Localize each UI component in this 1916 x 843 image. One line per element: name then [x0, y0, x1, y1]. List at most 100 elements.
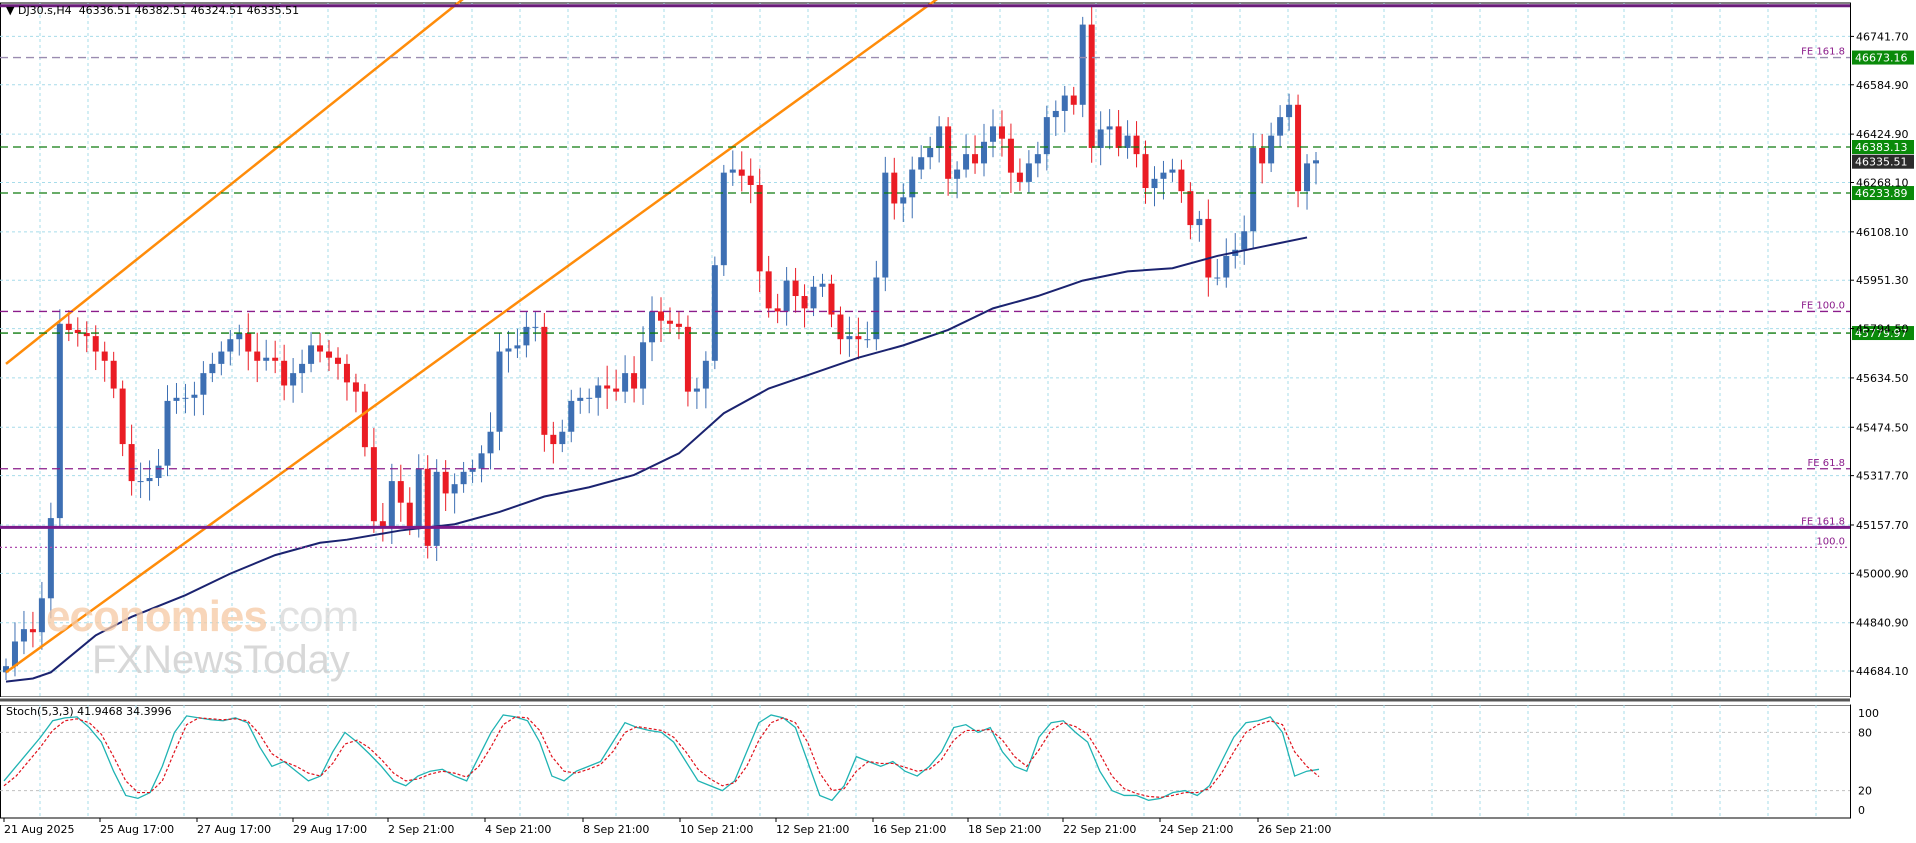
level-label: FE 61.8 [1807, 458, 1845, 469]
candle-body [352, 382, 359, 392]
candle-body [586, 397, 593, 399]
candle-body [451, 484, 458, 494]
channel-line [5, 0, 464, 365]
candle-body [568, 400, 575, 432]
y-tick-label: 45794.50 [1856, 323, 1909, 336]
candle-body [92, 336, 99, 352]
candle-body [846, 336, 853, 340]
y-tick-label: 45000.90 [1856, 567, 1909, 580]
candle-body [1052, 110, 1059, 118]
candle-body [729, 169, 736, 173]
candle-body [101, 351, 108, 361]
y-tick-label: 45317.70 [1856, 470, 1909, 483]
level-badge-text: 46673.16 [1855, 52, 1908, 65]
candle-body [972, 154, 979, 164]
y-tick-label: 45157.70 [1856, 519, 1909, 532]
level-label: FE 161.8 [1801, 516, 1845, 527]
candle-body [415, 468, 422, 528]
x-tick-label: 21 Aug 2025 [4, 823, 74, 836]
moving-average-line [5, 236, 1308, 683]
y-tick-label: 46268.10 [1856, 176, 1909, 189]
candle-body [137, 481, 144, 483]
candle-body [595, 385, 602, 398]
candle-body [1250, 147, 1257, 232]
candle-body [810, 286, 817, 309]
candle-body [711, 265, 718, 361]
candle-body [1178, 169, 1185, 192]
level-badge-text: 46383.13 [1855, 141, 1908, 154]
y-tick-label: 46584.90 [1856, 79, 1909, 92]
candle-body [317, 345, 324, 352]
candle-body [200, 373, 207, 395]
candle-body [1313, 160, 1319, 164]
candle-body [998, 126, 1005, 139]
candle-body [236, 333, 243, 340]
y-tick-label: 46741.70 [1856, 30, 1909, 43]
x-tick-label: 18 Sep 21:00 [968, 823, 1041, 836]
dropdown-triangle-icon[interactable]: ▼ [6, 4, 15, 17]
candle-body [460, 471, 467, 485]
candle-body [1286, 104, 1293, 118]
x-tick-label: 10 Sep 21:00 [680, 823, 753, 836]
candle-body [65, 323, 72, 330]
stoch-k-line [3, 714, 1320, 802]
level-badge [1852, 326, 1914, 341]
candle-body [684, 326, 691, 392]
candle-body [783, 280, 790, 312]
x-tick-label: 8 Sep 21:00 [583, 823, 649, 836]
candle-body [604, 385, 611, 389]
candle-body [945, 126, 952, 179]
candle-body [631, 373, 638, 389]
candle-body [209, 363, 216, 374]
level-badge-text: 45779.97 [1855, 327, 1908, 340]
stoch-d-line [3, 716, 1320, 798]
candle-body [1151, 178, 1158, 189]
candle-body [388, 481, 395, 528]
candle-body [1097, 129, 1104, 148]
candle-body [1124, 135, 1131, 148]
candle-body [110, 360, 117, 389]
candle-body [191, 394, 198, 398]
x-tick-label: 4 Sep 21:00 [485, 823, 551, 836]
candle-body [1187, 191, 1194, 226]
candle-body [918, 157, 925, 170]
level-badge [1852, 186, 1914, 201]
candle-body [1304, 163, 1311, 192]
level-badge-text: 46335.51 [1855, 156, 1908, 169]
candle-body [1259, 147, 1266, 164]
candle-body [855, 336, 862, 340]
candle-body [1070, 95, 1077, 105]
candle-body [720, 172, 727, 266]
candle-body [1016, 172, 1023, 182]
ohlc-values: 46336.51 46382.51 46324.51 46335.51 [78, 4, 300, 17]
level-label: FE 161.8 [1801, 47, 1845, 58]
candle-body [514, 345, 521, 349]
candle-body [47, 518, 54, 599]
candle-body [1133, 135, 1140, 155]
candle-body [963, 154, 970, 170]
candle-body [675, 323, 682, 327]
candle-body [693, 388, 700, 392]
candle-body [1295, 104, 1302, 192]
candle-body [1268, 135, 1275, 164]
candle-body [263, 357, 270, 361]
candle-body [20, 629, 27, 642]
level-badge [1852, 154, 1914, 169]
candle-body [1061, 95, 1068, 111]
level-label: 100.0 [1816, 536, 1845, 547]
y-tick-label: 44840.90 [1856, 617, 1909, 630]
candle-body [1241, 231, 1248, 250]
candle-body [523, 326, 530, 346]
candle-body [496, 351, 503, 432]
candle-body [738, 169, 745, 176]
candle-body [640, 342, 647, 389]
y-tick-label: 45634.50 [1856, 372, 1909, 385]
candle-body [550, 434, 557, 445]
candle-body [469, 468, 476, 472]
candle-body [1007, 138, 1014, 173]
candle-body [11, 641, 18, 667]
candle-body [577, 397, 584, 401]
candle-body [299, 363, 306, 374]
candle-body [756, 184, 763, 272]
